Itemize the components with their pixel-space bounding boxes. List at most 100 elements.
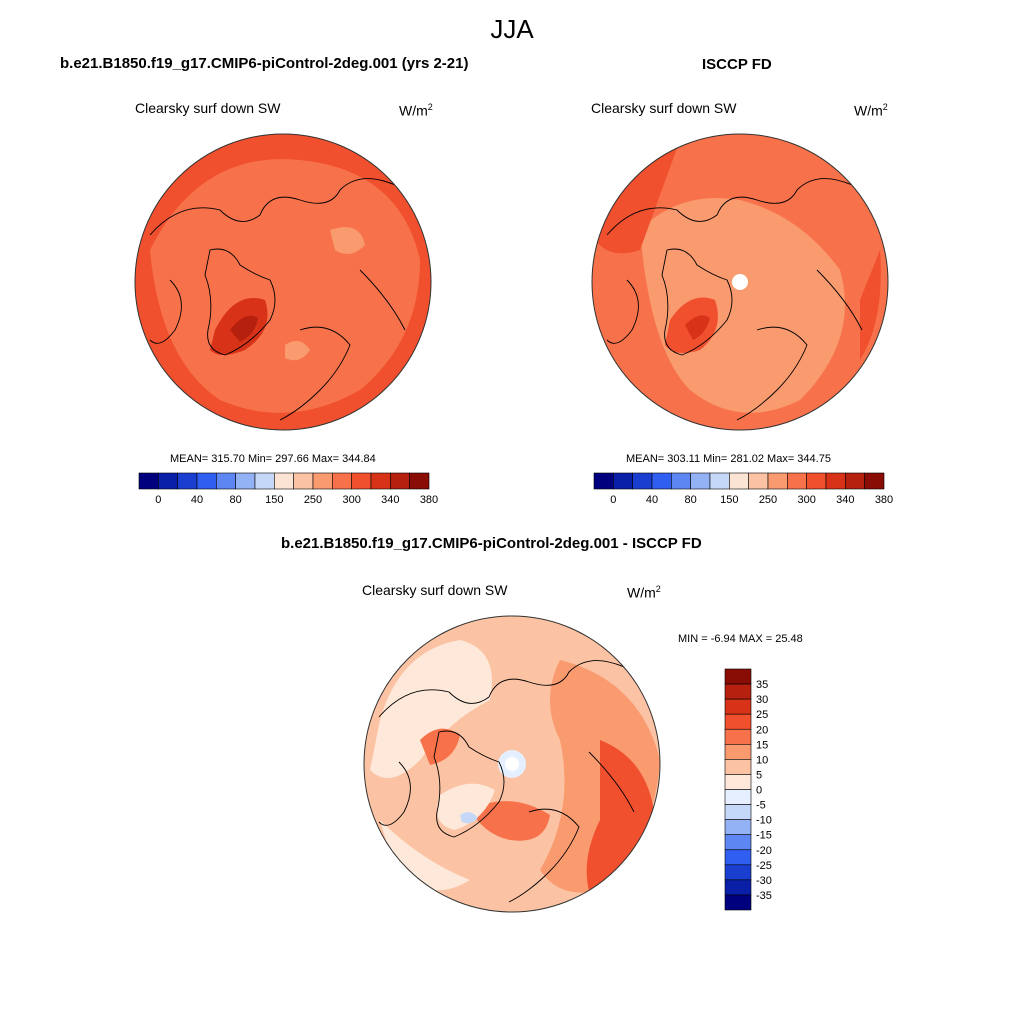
- colorbar-difference-tick-label: 15: [756, 739, 768, 751]
- colorbar-difference-tick-label: 25: [756, 709, 768, 721]
- colorbar-difference-tick-label: -5: [756, 800, 766, 812]
- colorbar-difference-swatch: [724, 804, 752, 820]
- coastlines-difference: [378, 660, 635, 903]
- colorbar-difference-tick-label: 5: [756, 769, 762, 781]
- colorbar-difference-swatch: [724, 849, 752, 866]
- colorbar-model-tick-label: 300: [342, 494, 360, 506]
- colorbar-model-swatch: [158, 472, 178, 490]
- colorbar-difference-swatch: [724, 759, 752, 775]
- panel-2-title: ISCCP FD: [702, 56, 772, 73]
- colorbar-difference-swatch: [724, 744, 752, 760]
- colorbar-difference-tick-label: 30: [756, 694, 768, 706]
- colorbar-difference-swatch: [724, 713, 752, 730]
- colorbar-difference-swatch: [724, 683, 752, 700]
- colorbar-isccp-swatch: [825, 472, 846, 490]
- colorbar-isccp-swatch: [632, 472, 653, 490]
- colorbar-isccp-tick-label: 250: [759, 494, 777, 506]
- colorbar-difference-swatch: [724, 834, 752, 851]
- colorbar-model-swatch: [409, 472, 430, 490]
- colorbar-isccp-tick-label: 300: [797, 494, 815, 506]
- panel-3-stats: MIN = -6.94 MAX = 25.48: [678, 633, 803, 645]
- colorbar-isccp-swatch: [651, 472, 672, 490]
- panel-1-title: b.e21.B1850.f19_g17.CMIP6-piControl-2deg…: [60, 55, 469, 72]
- colorbar-difference-swatch: [724, 894, 752, 911]
- colorbar-isccp-swatch: [787, 472, 807, 490]
- colorbar-model-swatch: [216, 472, 236, 490]
- colorbar-difference-tick-label: 0: [756, 785, 762, 797]
- colorbar-difference: 35 30 25 20 15 10 5 0 -5 -10 -15 -20 -25 -30 -35: [724, 668, 772, 911]
- colorbar-isccp-swatch: [709, 472, 730, 490]
- colorbar-model-tick-label: 0: [155, 494, 161, 506]
- colorbar-model-swatch: [196, 472, 217, 490]
- colorbar-isccp-swatch: [671, 472, 691, 490]
- panel-2-units: W/m2: [854, 102, 888, 119]
- colorbar-difference-swatch: [724, 728, 752, 745]
- colorbar-model-swatch: [332, 472, 352, 490]
- colorbar-model-swatch: [351, 472, 372, 490]
- colorbar-isccp-swatch: [845, 472, 865, 490]
- colorbar-model-swatch: [138, 472, 159, 490]
- colorbar-isccp-swatch: [729, 472, 749, 490]
- panel-2-stats: MEAN= 303.11 Min= 281.02 Max= 344.75: [626, 453, 831, 465]
- colorbar-difference-swatch: [724, 789, 752, 805]
- colorbar-model-tick-label: 80: [230, 494, 242, 506]
- colorbar-model-swatch: [390, 472, 410, 490]
- panel-3-units: W/m2: [627, 584, 661, 601]
- map-isccp-border: [591, 133, 889, 431]
- map-model-border: [134, 133, 432, 431]
- figure-title: JJA: [490, 14, 534, 44]
- colorbar-model-tick-label: 380: [420, 494, 438, 506]
- colorbar-isccp-swatch: [690, 472, 711, 490]
- colorbar-isccp-tick-label: 380: [875, 494, 893, 506]
- colorbar-isccp-swatch: [767, 472, 788, 490]
- colorbar-model-swatch: [254, 472, 275, 490]
- map-difference-border: [363, 615, 661, 913]
- colorbar-isccp-tick-label: 80: [685, 494, 697, 506]
- map-isccp: [592, 134, 888, 430]
- panel-1-variable: Clearsky surf down SW: [135, 100, 281, 116]
- colorbar-difference-swatch: [724, 774, 752, 790]
- coastlines-isccp: [606, 178, 863, 421]
- colorbar-difference-swatch: [724, 698, 752, 715]
- colorbar-model-tick-label: 40: [191, 494, 203, 506]
- coastlines-model: [149, 178, 406, 421]
- panel-3-title: b.e21.B1850.f19_g17.CMIP6-piControl-2deg…: [281, 535, 702, 552]
- panel-2-variable: Clearsky surf down SW: [591, 100, 737, 116]
- colorbar-isccp-swatch: [613, 472, 633, 490]
- colorbar-difference-tick-label: 35: [756, 679, 768, 691]
- colorbar-model-swatch: [370, 472, 391, 490]
- colorbar-difference-tick-label: -10: [756, 815, 772, 827]
- colorbar-difference-tick-label: -15: [756, 830, 772, 842]
- panel-1-units: W/m2: [399, 102, 433, 119]
- colorbar-model-swatch: [235, 472, 256, 490]
- colorbar-isccp-tick-label: 40: [646, 494, 658, 506]
- colorbar-difference-tick-label: -35: [756, 890, 772, 902]
- colorbar-difference-swatch: [724, 819, 752, 835]
- colorbar-model-swatch: [274, 472, 294, 490]
- colorbar-isccp-swatch: [864, 472, 885, 490]
- colorbar-isccp: 0 40 80 150 250 300 340 380: [593, 472, 893, 506]
- colorbar-difference-swatch: [724, 864, 752, 881]
- colorbar-isccp-tick-label: 0: [610, 494, 616, 506]
- colorbar-difference-swatch: [724, 879, 752, 896]
- colorbar-model: 0 40 80 150 250 300 340 380: [138, 472, 438, 506]
- colorbar-difference-tick-label: -20: [756, 845, 772, 857]
- colorbar-isccp-swatch: [748, 472, 769, 490]
- colorbar-difference-tick-label: -25: [756, 860, 772, 872]
- colorbar-difference-tick-label: -30: [756, 875, 772, 887]
- colorbar-isccp-swatch: [806, 472, 827, 490]
- colorbar-model-swatch: [177, 472, 198, 490]
- colorbar-difference-swatch: [724, 668, 752, 685]
- map-model: [135, 134, 431, 430]
- panel-3-variable: Clearsky surf down SW: [362, 582, 508, 598]
- panel-1-stats: MEAN= 315.70 Min= 297.66 Max= 344.84: [170, 453, 376, 465]
- map-difference: [364, 616, 660, 912]
- colorbar-model-swatch: [293, 472, 314, 490]
- colorbar-model-tick-label: 340: [381, 494, 399, 506]
- colorbar-isccp-tick-label: 340: [836, 494, 854, 506]
- colorbar-difference-tick-label: 10: [756, 754, 768, 766]
- colorbar-model-swatch: [312, 472, 333, 490]
- colorbar-model-tick-label: 250: [304, 494, 322, 506]
- colorbar-isccp-tick-label: 150: [720, 494, 738, 506]
